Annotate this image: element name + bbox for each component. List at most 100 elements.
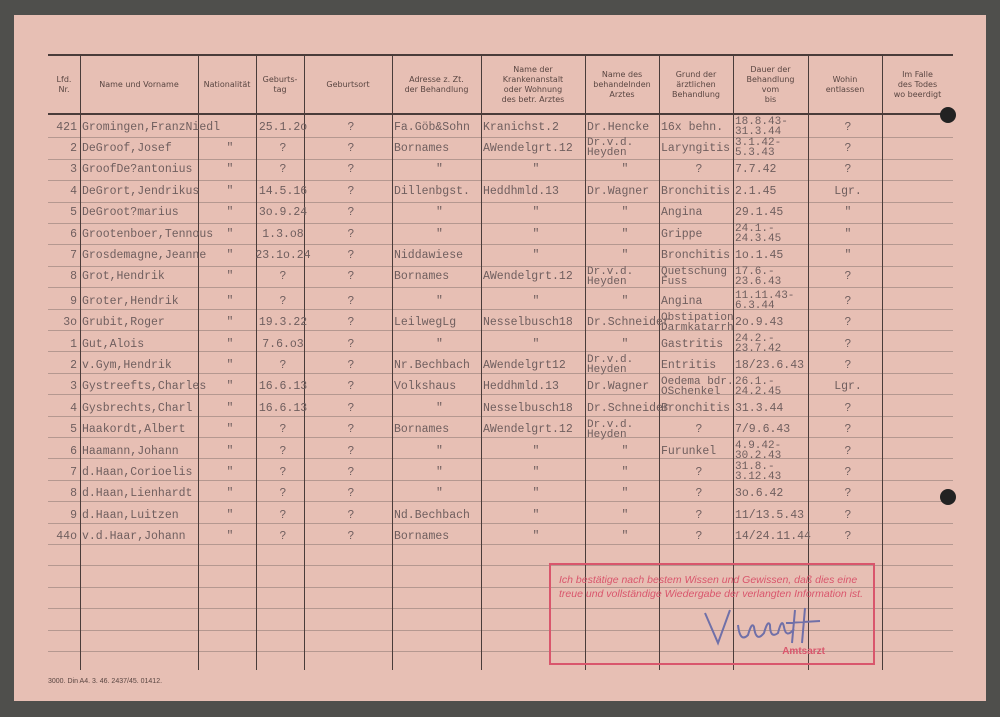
table-cell: AWendelgrt12 [483, 358, 566, 372]
column-header: Lfd. Nr. [56, 75, 72, 94]
table-cell: ? [279, 465, 287, 479]
table-cell: " [226, 358, 234, 372]
row-line [48, 501, 953, 503]
column-header: Geburts- tag [262, 75, 298, 94]
table-cell: Bronchitis [661, 248, 731, 262]
table-cell: " [621, 444, 629, 458]
table-cell: " [226, 508, 234, 522]
table-cell: " [844, 227, 852, 241]
column-header: Dauer der Behandlung vom bis [746, 65, 795, 104]
table-cell: " [226, 380, 234, 394]
table-cell: ? [347, 270, 355, 284]
table-cell: Grosdemagne,Jeanne [82, 248, 207, 262]
table-cell: 31.3.44 [735, 401, 784, 415]
row-line [48, 244, 953, 246]
table-cell: AWendelgrt.12 [483, 270, 573, 284]
table-cell: ? [279, 508, 287, 522]
table-cell: Quetschung Fuss [661, 265, 728, 288]
table-cell: 7 [70, 248, 77, 262]
table-cell: 14/24.11.44 [735, 530, 811, 544]
table-cell: " [226, 270, 234, 284]
table-cell: 25.1.2o [258, 120, 308, 134]
table-cell: 7.7.42 [735, 163, 777, 177]
table-cell: " [621, 227, 629, 241]
column-header: Grund der ärztlichen Behandlung [672, 70, 720, 99]
table-cell: Nesselbusch18 [483, 316, 573, 330]
table-cell: 3 [70, 163, 77, 177]
column-divider [659, 56, 660, 670]
column-divider [808, 56, 809, 670]
table-cell: " [226, 337, 234, 351]
table-cell: " [226, 248, 234, 262]
column-divider [882, 56, 883, 670]
table-cell: 44o [56, 530, 77, 544]
row-line [48, 415, 953, 417]
table-cell: ? [347, 401, 355, 415]
table-cell: " [226, 141, 234, 155]
table-cell: Nr.Bechbach [394, 358, 470, 372]
table-cell: ? [844, 444, 852, 458]
table-cell: ? [695, 508, 703, 522]
table-cell: 8 [70, 487, 77, 501]
table-cell: ? [695, 487, 703, 501]
table-cell: " [226, 316, 234, 330]
table-cell: 1.3.o8 [262, 227, 304, 241]
table-cell: " [436, 294, 443, 308]
table-cell: " [226, 487, 234, 501]
table-cell: Grippe [661, 227, 703, 241]
table-cell: 24.2.- 23.7.42 [735, 333, 782, 355]
row-line [48, 651, 953, 652]
table-cell: 2o.9.43 [735, 316, 784, 330]
table-cell: Gysbrechts,Charl [82, 401, 193, 415]
table-cell: 14.5.16 [258, 184, 308, 198]
table-cell: ? [347, 487, 355, 501]
row-line [48, 372, 953, 374]
table-cell: AWendelgrt.12 [483, 141, 573, 155]
column-divider [585, 56, 586, 670]
table-cell: ? [347, 465, 355, 479]
column-header: Name des behandelnden Arztes [593, 70, 651, 99]
table-cell: Nd.Bechbach [394, 508, 470, 522]
column-divider [304, 56, 305, 670]
table-cell: 18.8.43- 31.3.44 [735, 116, 788, 138]
table-cell: 16x behn. [661, 120, 724, 134]
table-cell: " [621, 163, 629, 177]
table-cell: Dr.v.d. Heyden [587, 137, 634, 160]
table-cell: GroofDe?antonius [82, 163, 193, 177]
table-cell: " [226, 206, 234, 220]
table-cell: ? [347, 337, 355, 351]
table-cell: ? [347, 206, 355, 220]
table-cell: ? [347, 163, 355, 177]
column-header: Im Falle des Todes wo beerdigt [893, 70, 942, 99]
table-cell: Dr.Schneider [587, 316, 670, 330]
table-cell: " [844, 206, 852, 220]
table-cell: ? [347, 444, 355, 458]
table-cell: 3.1.42- 5.3.43 [735, 137, 782, 160]
table-cell: 421 [56, 120, 77, 134]
table-cell: 11/13.5.43 [735, 508, 805, 522]
table-cell: ? [844, 316, 852, 330]
table-cell: ? [347, 141, 355, 155]
top-rule [48, 54, 953, 56]
column-divider [80, 56, 81, 670]
table-cell: 26.1.- 24.2.45 [735, 375, 782, 398]
table-cell: Gastritis [661, 337, 724, 351]
table-cell: " [226, 227, 234, 241]
table-cell: Angina [661, 294, 703, 308]
table-cell: Entritis [661, 358, 717, 372]
table-cell: 1o.1.45 [735, 248, 784, 262]
row-line [48, 565, 953, 567]
table-cell: Bronchitis [661, 401, 731, 415]
table-cell: Dr.Wagner [587, 184, 650, 198]
table-cell: ? [279, 444, 287, 458]
table-cell: Niddawiese [394, 248, 464, 262]
table-cell: 4 [70, 401, 77, 415]
table-cell: 5 [70, 423, 77, 437]
table-cell: Grot,Hendrik [82, 270, 165, 284]
table-cell: Fa.Göb&Sohn [394, 120, 470, 134]
table-cell: ? [347, 423, 355, 437]
table-cell: " [436, 163, 443, 177]
row-line [48, 629, 953, 631]
table-cell: Dr.Hencke [587, 120, 650, 134]
table-cell: ? [844, 163, 852, 177]
